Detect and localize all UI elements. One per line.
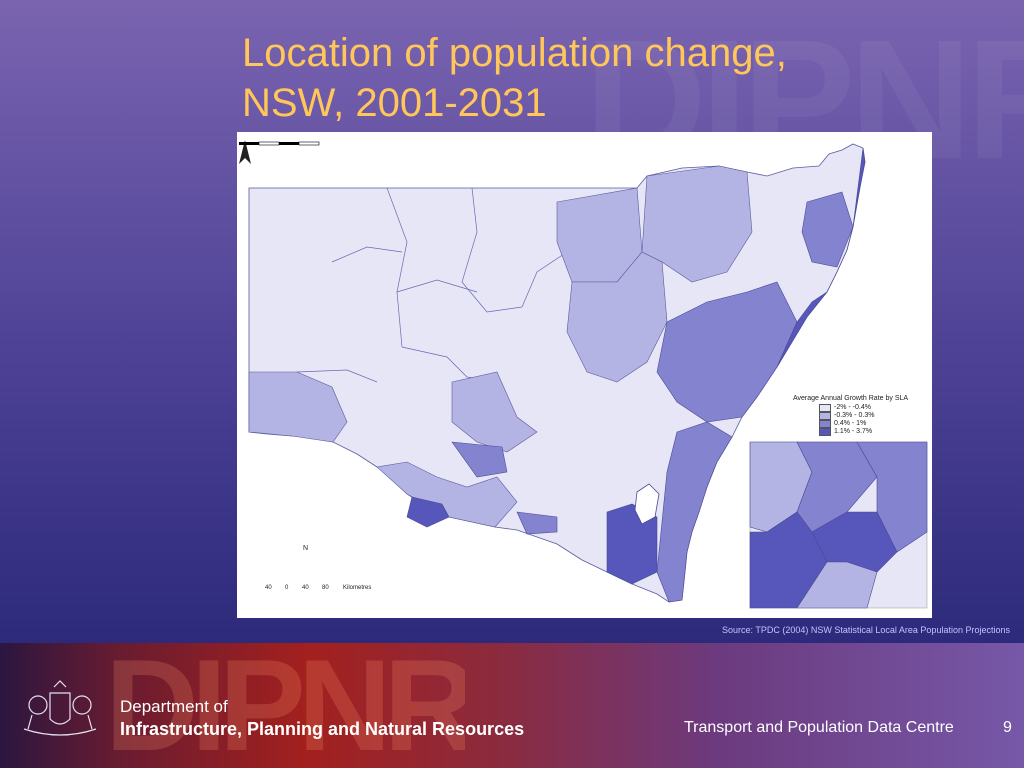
nsw-choropleth-map xyxy=(248,143,928,609)
north-arrow-icon xyxy=(239,140,251,164)
scale-tick-2: 0 xyxy=(285,585,289,591)
north-label: N xyxy=(303,545,309,552)
legend-label-1: -2% - -0.4% xyxy=(834,404,871,411)
slide-number: 9 xyxy=(1003,719,1012,736)
nsw-coat-of-arms-icon xyxy=(23,680,97,736)
title-line-2: NSW, 2001-2031 xyxy=(242,81,547,125)
region-west-mid xyxy=(248,371,348,443)
region-south-mid xyxy=(451,371,538,453)
legend-class-2: -0.3% - 0.3% xyxy=(819,412,918,420)
region-southcoast-growth xyxy=(656,421,733,603)
legend-swatch-2 xyxy=(819,412,831,420)
scale-tick-3: 40 xyxy=(302,585,309,591)
region-central-mid xyxy=(566,251,668,383)
title-line-1: Location of population change, xyxy=(242,31,787,75)
department-name: Infrastructure, Planning and Natural Res… xyxy=(120,719,525,739)
map-legend: Average Annual Growth Rate by SLA -2% - … xyxy=(793,395,918,436)
region-northcoast-high xyxy=(801,191,854,268)
legend-swatch-3 xyxy=(819,420,831,428)
region-lower-murray-mid xyxy=(451,441,508,478)
slide-title: Location of population change, NSW, 2001… xyxy=(242,28,902,128)
legend-class-4: 1.1% - 3.7% xyxy=(819,428,918,436)
scale-tick-1: 40 xyxy=(265,585,272,591)
legend-title: Average Annual Growth Rate by SLA xyxy=(793,395,909,402)
inset-region-south xyxy=(796,561,878,609)
region-coast-high xyxy=(776,147,866,368)
scale-tick-4: 80 xyxy=(322,585,329,591)
department-label: Department of xyxy=(120,697,228,716)
legend-label-2: -0.3% - 0.3% xyxy=(834,412,875,419)
legend-label-3: 0.4% - 1% xyxy=(834,420,867,427)
map-panel: Average Annual Growth Rate by SLA -2% - … xyxy=(237,132,932,618)
region-east-growth xyxy=(656,281,798,423)
scale-bar xyxy=(239,141,320,146)
legend-class-3: 0.4% - 1% xyxy=(819,420,918,428)
legend-swatch-4 xyxy=(819,428,831,436)
legend-label-4: 1.1% - 3.7% xyxy=(834,428,873,435)
region-murray-high xyxy=(406,496,450,528)
source-note: Source: TPDC (2004) NSW Statistical Loca… xyxy=(722,625,1010,635)
act-territory xyxy=(634,483,660,525)
legend-swatch-1 xyxy=(819,404,831,412)
region-canberra-fringe xyxy=(606,503,658,585)
data-centre-name: Transport and Population Data Centre xyxy=(684,719,954,736)
region-albury-growth xyxy=(516,511,558,535)
footer-band: DIPNR Department of Infrastructure, Plan… xyxy=(0,643,1024,768)
legend-class-1: -2% - -0.4% xyxy=(819,404,918,412)
footer-dipnr-mark: DIPNR xyxy=(105,643,465,768)
scale-unit: Kilometres xyxy=(343,585,372,591)
